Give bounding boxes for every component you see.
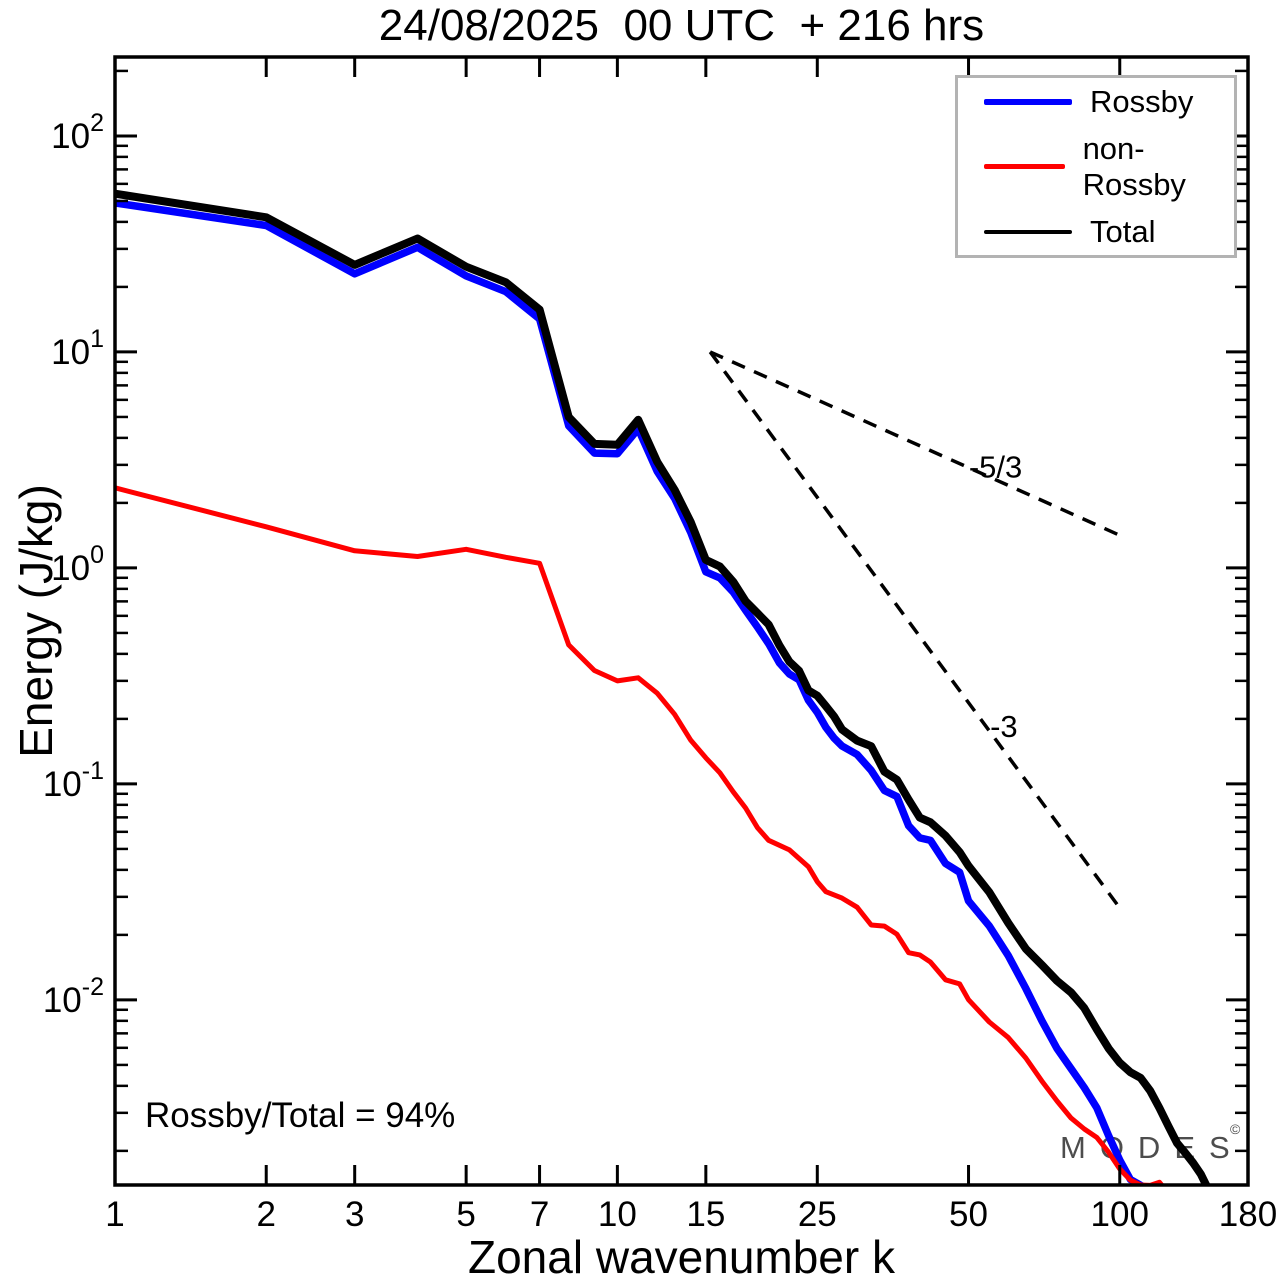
series-non-rossby bbox=[115, 485, 1165, 1185]
legend-label-total: Total bbox=[1090, 213, 1156, 249]
svg-text:-3: -3 bbox=[990, 709, 1018, 744]
legend-entry-rossby: Rossby bbox=[958, 84, 1234, 120]
svg-text:10: 10 bbox=[598, 1195, 637, 1234]
modes-watermark: MODES© bbox=[1060, 1121, 1244, 1165]
x-axis-label: Zonal wavenumber k bbox=[468, 1231, 895, 1281]
reference-slope-lines: -5/3 -3 bbox=[708, 350, 1126, 909]
svg-text:10-1: 10-1 bbox=[43, 757, 104, 804]
y-axis-label: Energy (J/kg) bbox=[10, 484, 62, 758]
legend-line-rossby bbox=[984, 98, 1072, 105]
svg-text:©: © bbox=[1230, 1121, 1241, 1137]
spectrum-curves bbox=[115, 189, 1211, 1185]
svg-text:1: 1 bbox=[105, 1195, 124, 1234]
legend-label-non-rossby: non-Rossby bbox=[1082, 130, 1186, 202]
svg-text:15: 15 bbox=[686, 1195, 725, 1234]
svg-text:-5/3: -5/3 bbox=[969, 450, 1022, 485]
svg-text:10-2: 10-2 bbox=[43, 973, 104, 1020]
svg-text:25: 25 bbox=[798, 1195, 837, 1234]
svg-text:MODES: MODES bbox=[1060, 1130, 1244, 1165]
svg-text:2: 2 bbox=[256, 1195, 275, 1234]
rossby-total-ratio-annotation: Rossby/Total = 94% bbox=[145, 1096, 456, 1135]
svg-text:101: 101 bbox=[51, 325, 104, 372]
legend-entry-non-rossby: non-Rossby bbox=[958, 131, 1234, 203]
svg-text:180: 180 bbox=[1219, 1195, 1277, 1234]
legend-line-non-rossby bbox=[984, 164, 1065, 169]
chart-title: 24/08/2025 00 UTC + 216 hrs bbox=[378, 1, 985, 50]
svg-text:5: 5 bbox=[456, 1195, 475, 1234]
legend-entry-total: Total bbox=[958, 214, 1234, 250]
series-total bbox=[115, 189, 1211, 1185]
series-rossby bbox=[115, 199, 1149, 1185]
legend-label-rossby: Rossby bbox=[1090, 83, 1194, 119]
svg-text:100: 100 bbox=[1091, 1195, 1149, 1234]
svg-text:7: 7 bbox=[530, 1195, 549, 1234]
svg-text:50: 50 bbox=[949, 1195, 988, 1234]
svg-text:3: 3 bbox=[345, 1195, 364, 1234]
legend-line-total bbox=[984, 229, 1072, 234]
legend: Rossby non-Rossby Total bbox=[955, 75, 1237, 258]
svg-text:102: 102 bbox=[51, 109, 104, 156]
